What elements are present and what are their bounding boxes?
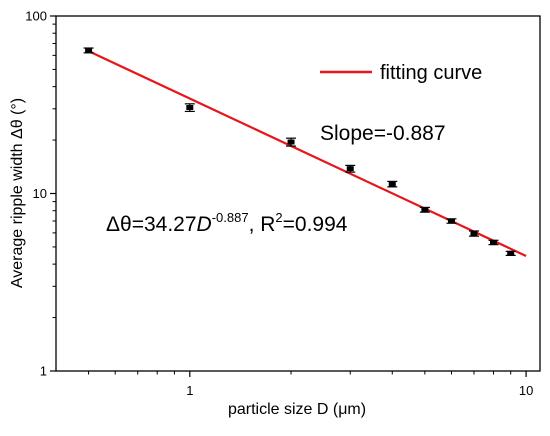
equation-prefix: Δθ=34.27 [106, 213, 197, 236]
point-marker [489, 239, 497, 245]
point-marker [85, 47, 93, 53]
points-layer [83, 47, 516, 256]
equation-r-label: , R [249, 213, 276, 236]
slope-annotation: Slope=-0.887 [320, 122, 446, 145]
point-marker [287, 139, 295, 145]
equation-r-exponent: 2 [275, 210, 282, 225]
point-marker [470, 231, 478, 237]
equation-annotation: Δθ=34.27D-0.887, R2=0.994 [106, 210, 348, 236]
x-tick-label: 1 [186, 383, 193, 398]
data-point [468, 230, 479, 237]
y-tick-label: 1 [40, 364, 47, 379]
equation-exponent: -0.887 [212, 210, 249, 225]
point-marker [186, 105, 194, 111]
point-marker [421, 207, 429, 213]
axis-ticks: 1 10 1 10 100 [25, 9, 533, 399]
y-tick-label: 100 [25, 9, 47, 24]
x-axis-title: particle size D (μm) [228, 401, 366, 418]
equation-r-value: =0.994 [283, 213, 348, 236]
equation-variable: D [197, 213, 212, 236]
data-point [345, 164, 356, 173]
data-point [505, 250, 516, 256]
data-point [184, 103, 195, 113]
point-marker [447, 218, 455, 224]
point-marker [388, 181, 396, 187]
y-tick-label: 10 [33, 186, 47, 201]
data-point [446, 218, 457, 224]
y-axis-title: Average ripple width Δθ (°) [9, 98, 26, 288]
data-point [419, 206, 430, 213]
point-marker [507, 250, 515, 256]
legend: fitting curve [320, 62, 482, 84]
legend-label: fitting curve [380, 62, 482, 84]
point-marker [346, 166, 354, 172]
data-point [387, 180, 398, 188]
data-point [488, 239, 499, 246]
data-point [83, 47, 94, 54]
data-point [286, 137, 297, 147]
x-tick-label: 10 [519, 383, 533, 398]
